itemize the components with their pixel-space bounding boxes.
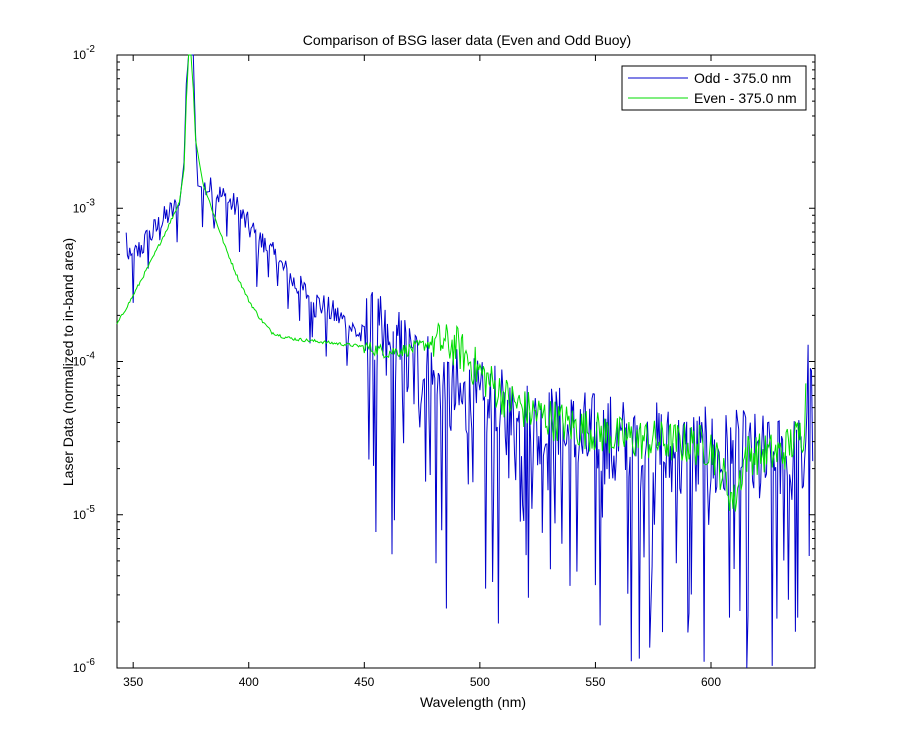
chart-title: Comparison of BSG laser data (Even and O…	[303, 32, 631, 48]
plot-frame	[116, 54, 816, 669]
y-tick-label: 10-5	[73, 504, 96, 522]
y-tick-label: 10-3	[73, 197, 96, 215]
y-tick-label: 10-4	[73, 351, 96, 369]
x-tick-label: 550	[585, 675, 605, 689]
y-tick-label: 10-2	[73, 44, 96, 62]
legend-label: Odd - 375.0 nm	[694, 70, 791, 86]
x-tick-label: 600	[701, 675, 721, 689]
legend-label: Even - 375.0 nm	[694, 90, 797, 106]
legend: Odd - 375.0 nm Even - 375.0 nm	[621, 65, 807, 111]
x-tick-label: 500	[470, 675, 490, 689]
series-line-odd	[125, 54, 814, 669]
x-tick-label: 400	[239, 675, 259, 689]
x-tick-label: 350	[123, 675, 143, 689]
legend-box	[621, 65, 807, 111]
x-axis-label: Wavelength (nm)	[420, 694, 526, 710]
series-line-even	[116, 54, 807, 512]
x-tick-label: 450	[354, 675, 374, 689]
y-axis-label: Laser Data (normalized to in-band area)	[60, 238, 76, 486]
series-layer	[116, 54, 814, 669]
x-axis-ticks: 350 400 450 500 550 600	[123, 55, 721, 689]
y-tick-label: 10-6	[73, 657, 96, 675]
y-axis-ticks: 10-6 10-5 10-4 10-3 10-2	[73, 44, 815, 675]
